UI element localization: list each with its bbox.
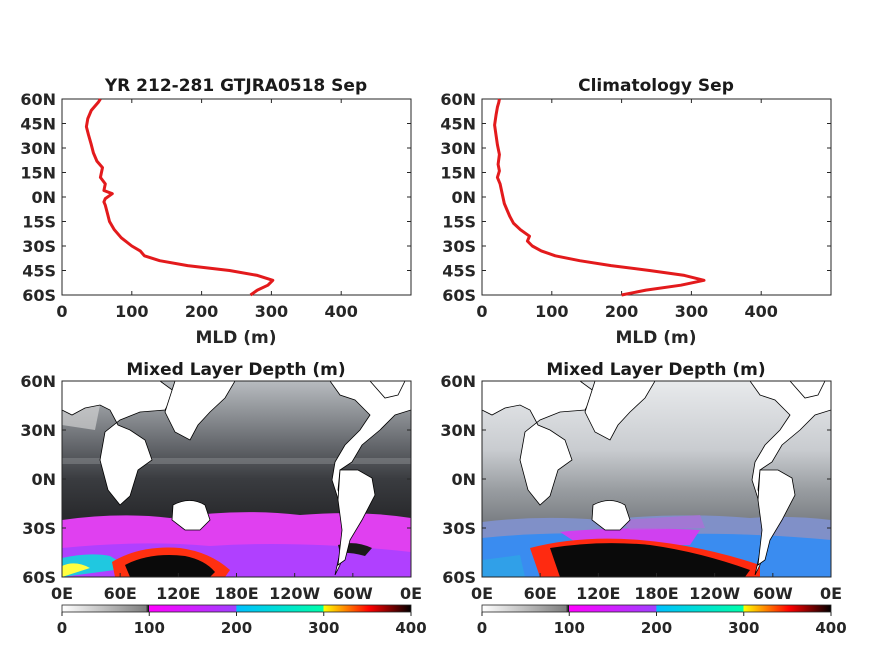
lat-tick-label: 0N xyxy=(451,470,476,489)
y-tick-label: 0N xyxy=(451,188,476,207)
colorbar-tick-label: 100 xyxy=(554,619,585,637)
lat-tick-label: 60S xyxy=(442,568,476,587)
panel-title: YR 212-281 GTJRA0518 Sep xyxy=(104,76,367,96)
lon-tick-label: 120W xyxy=(689,584,740,603)
x-tick-label: 100 xyxy=(535,302,568,321)
x-tick-label: 400 xyxy=(744,302,777,321)
colorbar-tick-label: 0 xyxy=(57,619,67,637)
y-tick-label: 60N xyxy=(20,90,56,109)
plot-area xyxy=(481,98,832,296)
lon-tick-label: 0E xyxy=(51,584,73,603)
lon-tick-label: 60W xyxy=(753,584,793,603)
colorbar-tick-label: 100 xyxy=(134,619,165,637)
lon-tick-label: 0E xyxy=(820,584,842,603)
plot-area xyxy=(61,98,412,296)
lat-tick-label: 30S xyxy=(22,519,56,538)
colorbar-tick-label: 200 xyxy=(641,619,672,637)
y-tick-label: 45N xyxy=(440,115,476,134)
lat-tick-label: 30N xyxy=(20,421,56,440)
x-tick-label: 100 xyxy=(115,302,148,321)
map-field xyxy=(482,381,831,577)
y-tick-label: 30S xyxy=(442,237,476,256)
colorbar-gradient xyxy=(61,604,412,613)
y-tick-label: 30N xyxy=(440,139,476,158)
profile-panel-right: Climatology Sep 60N 45N 30N 15N 0N 15S 30S 45S 6… xyxy=(440,76,832,348)
colorbar-tick-label: 200 xyxy=(221,619,252,637)
lat-tick-label: 30S xyxy=(442,519,476,538)
y-tick-label: 0N xyxy=(31,188,56,207)
mld-map-right: Mixed Layer Depth (m) 60N 30N 0N 30S 60S 0E 6… xyxy=(440,360,842,603)
panel-title: Mixed Layer Depth (m) xyxy=(126,360,345,380)
colorbar-tick-label: 300 xyxy=(308,619,339,637)
lon-tick-label: 120E xyxy=(156,584,200,603)
x-tick-label: 0 xyxy=(476,302,487,321)
lon-tick-label: 120W xyxy=(269,584,320,603)
lon-tick-label: 60W xyxy=(333,584,373,603)
lat-tick-label: 60N xyxy=(440,372,476,391)
x-tick-label: 300 xyxy=(675,302,708,321)
y-tick-label: 60S xyxy=(442,286,476,305)
colorbar-tick-label: 0 xyxy=(477,619,487,637)
lon-tick-label: 60E xyxy=(104,584,137,603)
lon-tick-label: 0E xyxy=(400,584,422,603)
y-tick-label: 30N xyxy=(20,139,56,158)
x-tick-label: 0 xyxy=(56,302,67,321)
x-axis-label: MLD (m) xyxy=(615,328,696,348)
y-tick-label: 15S xyxy=(22,213,56,232)
panel-title: Mixed Layer Depth (m) xyxy=(546,360,765,380)
lon-tick-label: 180E xyxy=(214,584,258,603)
colorbar-left: 0 100 200 300 400 xyxy=(57,604,427,637)
x-axis-label: MLD (m) xyxy=(195,328,276,348)
y-tick-label: 30S xyxy=(22,237,56,256)
lat-tick-label: 30N xyxy=(440,421,476,440)
lat-tick-label: 0N xyxy=(31,470,56,489)
y-tick-label: 15N xyxy=(20,164,56,183)
colorbar-gradient xyxy=(481,604,832,613)
y-tick-label: 15S xyxy=(442,213,476,232)
lon-tick-label: 120E xyxy=(576,584,620,603)
x-tick-label: 200 xyxy=(605,302,638,321)
mld-profile-line xyxy=(493,98,706,297)
lon-tick-label: 180E xyxy=(634,584,678,603)
panel-title: Climatology Sep xyxy=(578,76,734,96)
x-tick-label: 200 xyxy=(185,302,218,321)
land-masses xyxy=(481,380,832,576)
y-tick-label: 45N xyxy=(20,115,56,134)
y-tick-label: 45S xyxy=(442,262,476,281)
y-tick-label: 45S xyxy=(22,262,56,281)
colorbar-tick-label: 400 xyxy=(815,619,846,637)
lon-tick-label: 0E xyxy=(471,584,493,603)
y-tick-label: 60S xyxy=(22,286,56,305)
colorbar-right: 0 100 200 300 400 xyxy=(477,604,847,637)
profile-panel-left: YR 212-281 GTJRA0518 Sep 60N 45N 30N 15N 0N 1… xyxy=(20,76,412,348)
mld-map-left: Mixed Layer Depth (m) 60N 30N 0N 30S 60S 0E 6… xyxy=(20,360,422,603)
colorbar-tick-label: 300 xyxy=(728,619,759,637)
land-masses xyxy=(61,380,412,576)
colorbar-tick-label: 400 xyxy=(395,619,426,637)
lon-tick-label: 60E xyxy=(524,584,557,603)
y-tick-label: 15N xyxy=(440,164,476,183)
mld-profile-line xyxy=(84,98,275,297)
y-tick-label: 60N xyxy=(440,90,476,109)
lat-tick-label: 60S xyxy=(22,568,56,587)
x-tick-label: 300 xyxy=(255,302,288,321)
x-tick-label: 400 xyxy=(324,302,357,321)
lat-tick-label: 60N xyxy=(20,372,56,391)
